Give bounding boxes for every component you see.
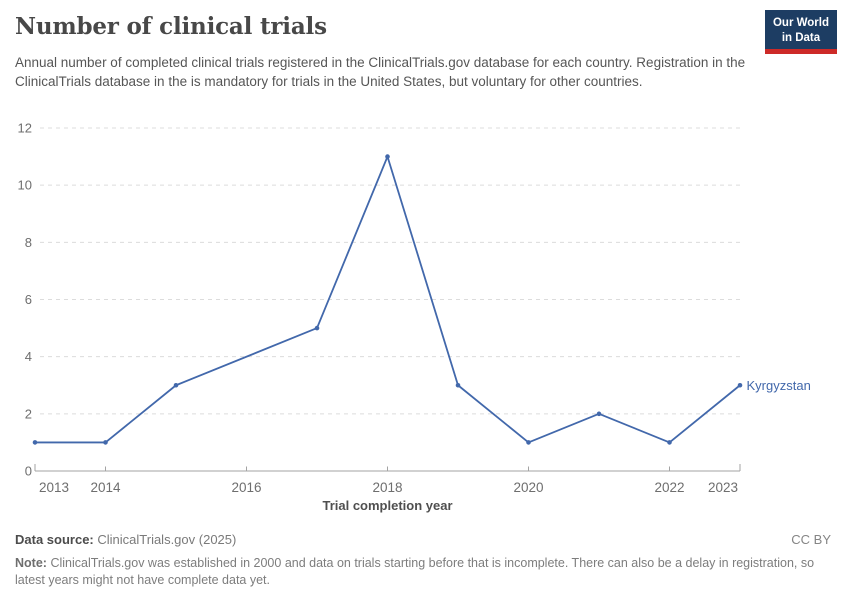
x-tick-label: 2022 xyxy=(654,480,684,495)
data-source-value: ClinicalTrials.gov (2025) xyxy=(97,532,237,547)
data-point xyxy=(737,382,743,388)
data-point xyxy=(32,440,38,445)
data-point xyxy=(103,440,108,445)
note-text: ClinicalTrials.gov was established in 20… xyxy=(15,556,815,587)
owid-logo-line2: in Data xyxy=(781,31,821,44)
data-point xyxy=(385,154,390,159)
y-tick-label: 10 xyxy=(18,178,32,193)
data-point xyxy=(455,382,461,388)
x-tick-label: 2016 xyxy=(231,480,261,495)
data-point xyxy=(526,440,531,445)
y-tick-label: 2 xyxy=(25,406,32,421)
x-tick-label: 2020 xyxy=(513,480,543,495)
owid-logo[interactable]: Our World in Data xyxy=(764,10,837,55)
data-point xyxy=(173,382,179,388)
y-tick-label: 8 xyxy=(25,235,32,250)
data-source-row: Data source: ClinicalTrials.gov (2025) xyxy=(15,532,236,547)
x-tick-label: 2023 xyxy=(708,480,738,495)
x-axis-title: Trial completion year xyxy=(322,498,452,513)
x-tick-label: 2013 xyxy=(39,480,69,495)
data-point xyxy=(667,440,672,445)
chart-note: Note: ClinicalTrials.gov was established… xyxy=(15,555,830,589)
note-label: Note: xyxy=(15,556,47,570)
page-title: Number of clinical trials xyxy=(15,13,327,40)
y-tick-label: 4 xyxy=(25,349,32,364)
data-point xyxy=(314,325,320,331)
y-tick-label: 0 xyxy=(25,464,32,479)
data-point xyxy=(596,411,602,417)
license-link[interactable]: CC BY xyxy=(791,532,831,547)
x-tick-label: 2014 xyxy=(90,480,121,495)
data-source-label: Data source: xyxy=(15,532,94,547)
y-tick-label: 6 xyxy=(25,292,32,307)
y-tick-label: 12 xyxy=(18,121,32,136)
series-label: Kyrgyzstan xyxy=(747,378,811,393)
chart-subtitle: Annual number of completed clinical tria… xyxy=(15,55,746,89)
owid-logo-line1: Our World xyxy=(772,17,829,29)
data-line xyxy=(34,155,741,444)
x-tick-label: 2018 xyxy=(372,480,402,495)
